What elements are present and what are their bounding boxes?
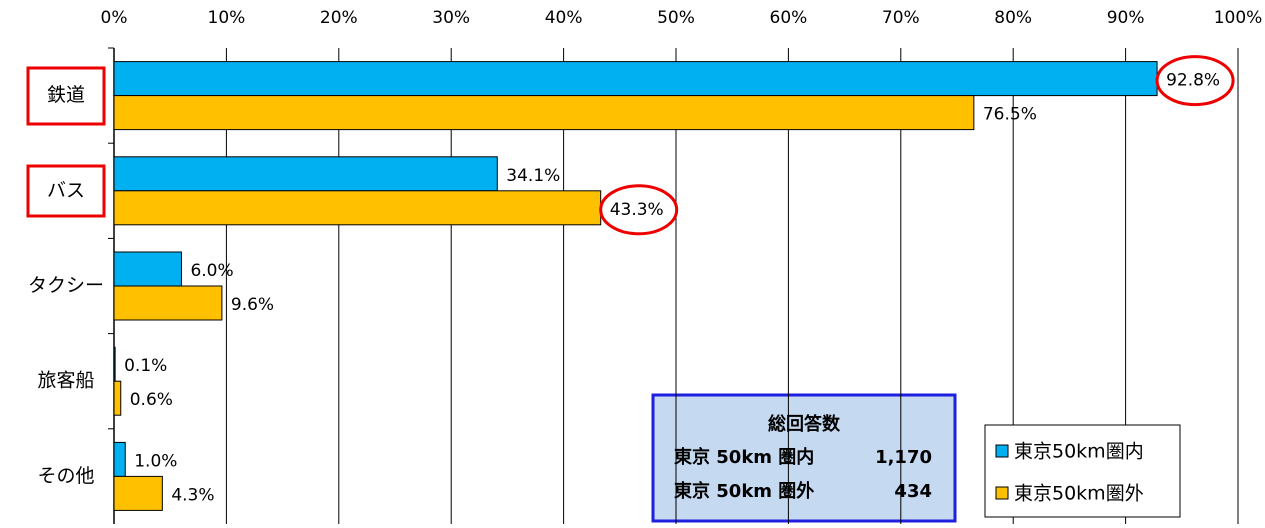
info-count: 434 <box>894 481 932 502</box>
bar <box>113 190 602 226</box>
info-box <box>651 393 957 523</box>
value-label: 0.1% <box>124 356 167 376</box>
x-tick-label: 10% <box>208 8 246 28</box>
x-tick-label: 90% <box>1107 8 1145 28</box>
legend-swatch <box>995 444 1009 458</box>
bar <box>113 380 122 416</box>
x-tick-label: 0% <box>101 8 128 28</box>
value-label: 4.3% <box>171 485 214 505</box>
y-tick-label: タクシー <box>28 275 104 297</box>
x-tick-label: 80% <box>994 8 1032 28</box>
bar <box>113 285 223 321</box>
value-label: 1.0% <box>134 451 177 471</box>
info-title: 総回答数 <box>768 413 841 435</box>
value-label: 43.3% <box>610 200 664 220</box>
bar <box>113 61 1158 97</box>
x-tick-label: 20% <box>320 8 358 28</box>
bar <box>113 156 498 192</box>
legend-label: 東京50km圏外 <box>1014 483 1144 505</box>
highlight-circle <box>599 184 679 236</box>
x-tick-label: 50% <box>657 8 695 28</box>
y-tick-label: 鉄道 <box>47 84 85 106</box>
y-tick-label: 旅客船 <box>37 370 94 392</box>
x-tick-label: 30% <box>432 8 470 28</box>
bar <box>113 475 163 511</box>
bar <box>113 346 116 382</box>
highlight-box <box>26 66 106 126</box>
info-count: 1,170 <box>875 447 932 468</box>
value-label: 9.6% <box>231 295 274 315</box>
bar <box>113 95 975 131</box>
value-label: 34.1% <box>506 166 560 186</box>
legend-swatch <box>995 486 1009 500</box>
legend-box <box>984 424 1181 518</box>
x-tick-label: 70% <box>882 8 920 28</box>
value-label: 92.8% <box>1166 71 1220 91</box>
bar <box>113 441 126 477</box>
x-tick-label: 100% <box>1214 8 1263 28</box>
legend-label: 東京50km圏内 <box>1014 441 1144 463</box>
y-tick-label: バス <box>47 179 85 201</box>
info-label: 東京 50km 圏外 <box>674 480 814 502</box>
highlight-circle <box>1155 55 1235 107</box>
x-tick-label: 40% <box>545 8 583 28</box>
value-label: 76.5% <box>983 105 1037 125</box>
value-label: 0.6% <box>130 390 173 410</box>
bar <box>113 251 182 287</box>
value-label: 6.0% <box>190 261 233 281</box>
y-tick-label: その他 <box>37 465 94 487</box>
highlight-box <box>26 164 106 218</box>
info-label: 東京 50km 圏内 <box>674 446 814 468</box>
x-tick-label: 60% <box>770 8 808 28</box>
